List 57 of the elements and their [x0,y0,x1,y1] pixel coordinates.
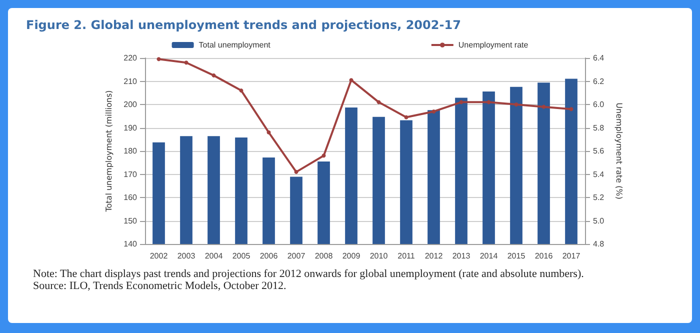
y-axis-title: Total unemployment (millions) [104,90,114,213]
x-tick-label: 2016 [534,252,554,260]
point [569,107,574,112]
x-tick-label: 2006 [260,252,278,260]
y-tick-label: 150 [124,216,138,226]
x-tick-label: 2009 [342,252,361,260]
x-tick-label: 2010 [370,252,388,260]
y2-tick-label: 5.8 [593,123,605,132]
chart-title: Figure 2. Global unemployment trends and projections, 2002-17 [26,18,461,32]
point [432,109,436,114]
y2-tick-label: 5.4 [593,170,605,179]
point [294,170,298,174]
y2-tick-label: 5.0 [593,216,605,226]
x-tick-label: 2005 [232,252,251,260]
point [376,100,381,104]
point [266,130,271,134]
y2-tick-label: 4.8 [593,240,605,248]
y-tick-label: 160 [124,193,138,202]
y-tick-label: 140 [124,240,138,248]
x-tick-label: 2007 [287,252,306,260]
y-tick-label: 180 [124,146,138,156]
y2-tick-label: 5.2 [593,193,605,202]
y2-tick-label: 6.0 [593,100,605,109]
x-tick-label: 2012 [424,252,444,260]
y-tick-label: 200 [124,100,138,109]
x-tick-label: 2017 [562,252,581,260]
point [404,115,408,120]
y-tick-label: 170 [124,170,138,179]
y2-tick-label: 6.4 [593,54,605,62]
x-tick-label: 2015 [507,252,526,260]
x-tick-label: 2004 [204,252,224,260]
point [239,88,244,93]
x-tick-label: 2008 [314,252,334,260]
source-note: Source: ILO, Trends Econometric Models, October 2012. [33,280,288,292]
x-tick-label: 2011 [398,252,416,260]
x-tick-label: 2003 [177,252,196,260]
point [486,100,491,104]
legend-label: Unemployment rate [458,40,529,50]
text: Note: The chart displays past trends and projections for 2012 onwards for global unemployment (rate and absolute numbers). [33,268,585,280]
x-tick-label: 2014 [480,252,498,260]
y2-axis-title: Unemployment rate (%) [614,102,624,200]
y2-tick-label: 6.2 [593,76,605,86]
point [322,154,326,158]
y-tick-label: 210 [124,76,138,86]
x-tick-label: 2013 [452,252,471,260]
point [514,102,518,106]
y2-tick-label: 5.6 [593,146,605,156]
point [542,104,546,109]
point [459,100,464,104]
y-tick-label: 190 [124,123,138,132]
point [212,73,216,78]
point [156,57,161,62]
y-tick-label: 220 [124,54,138,62]
x-tick-label: 2002 [150,252,168,260]
legend-label: Total unemployment [198,40,272,50]
point [349,78,354,82]
point [184,60,188,65]
